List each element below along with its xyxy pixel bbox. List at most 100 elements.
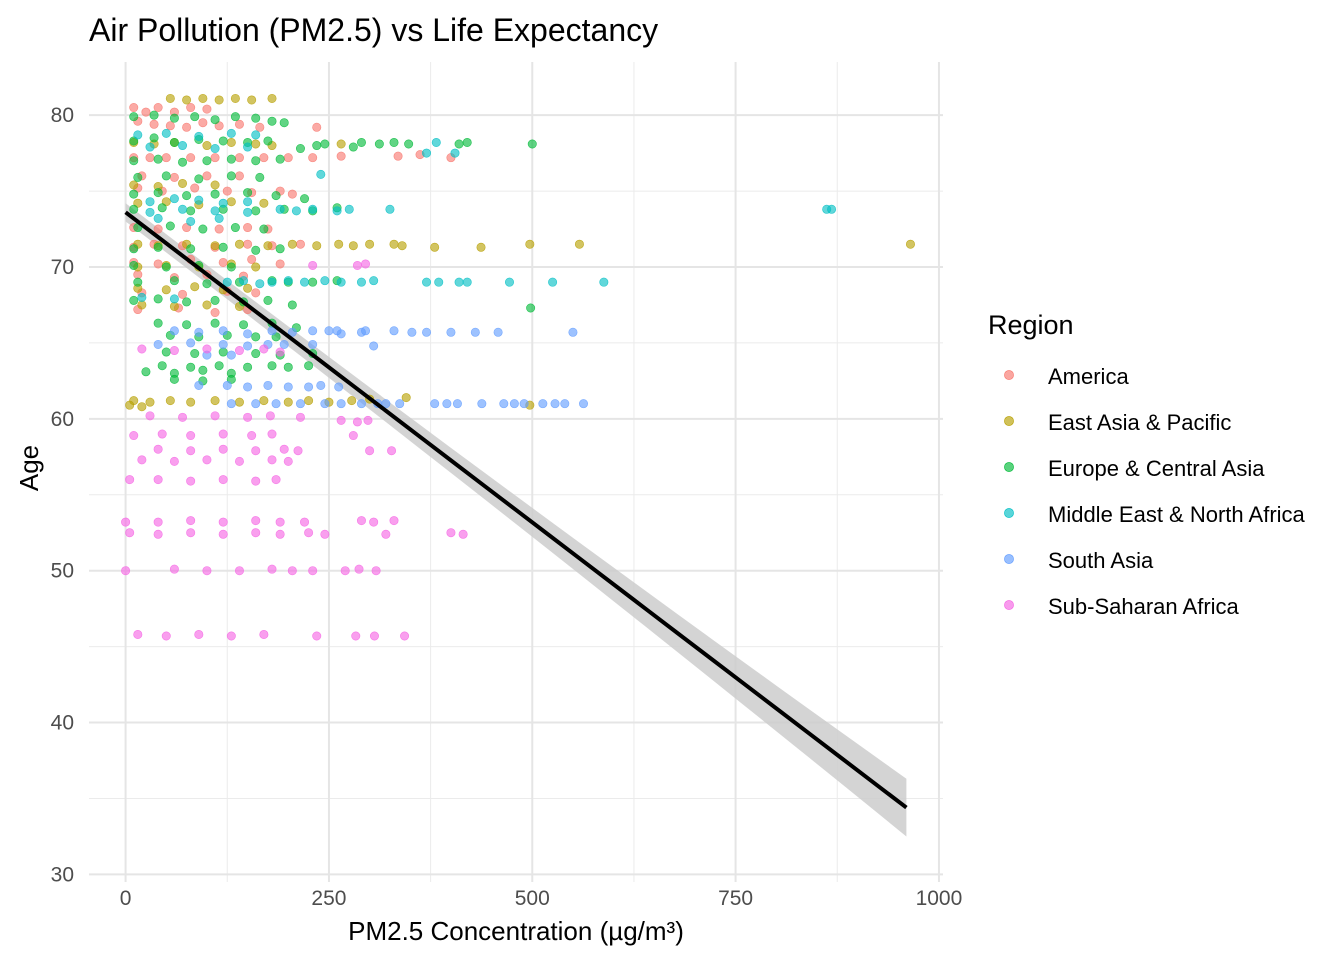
point-sub-saharan-africa xyxy=(369,517,379,527)
point-europe-central-asia xyxy=(129,260,139,270)
point-sub-saharan-africa xyxy=(354,564,364,574)
point-europe-central-asia xyxy=(157,361,167,371)
point-east-asia-pacific xyxy=(263,241,273,251)
point-middle-east-north-africa xyxy=(145,197,155,207)
point-south-asia xyxy=(267,326,277,336)
y-tick-label: 50 xyxy=(51,560,74,583)
point-east-asia-pacific xyxy=(234,397,244,407)
point-sub-saharan-africa xyxy=(226,631,236,641)
trend-line-layer xyxy=(124,210,908,810)
point-east-asia-pacific xyxy=(210,396,220,406)
point-sub-saharan-africa xyxy=(169,346,179,356)
point-sub-saharan-africa xyxy=(169,564,179,574)
point-sub-saharan-africa xyxy=(251,476,261,486)
point-america xyxy=(275,259,285,269)
point-south-asia xyxy=(336,329,346,339)
point-middle-east-north-africa xyxy=(336,277,346,287)
x-tick-label: 750 xyxy=(718,887,753,910)
point-sub-saharan-africa xyxy=(400,631,410,641)
point-middle-east-north-africa xyxy=(178,141,188,151)
point-middle-east-north-africa xyxy=(137,292,147,302)
point-europe-central-asia xyxy=(129,189,139,199)
point-europe-central-asia xyxy=(239,320,249,330)
point-europe-central-asia xyxy=(198,224,208,234)
point-middle-east-north-africa xyxy=(450,148,460,158)
point-sub-saharan-africa xyxy=(243,412,253,422)
point-europe-central-asia xyxy=(304,361,314,371)
point-south-asia xyxy=(320,399,330,409)
point-east-asia-pacific xyxy=(348,241,358,251)
point-america xyxy=(243,239,253,249)
point-east-asia-pacific xyxy=(259,396,269,406)
point-europe-central-asia xyxy=(161,262,171,272)
legend-key-east-asia-pacific xyxy=(1004,416,1014,426)
point-europe-central-asia xyxy=(165,221,175,231)
point-middle-east-north-africa xyxy=(434,277,444,287)
point-europe-central-asia xyxy=(251,113,261,123)
point-europe-central-asia xyxy=(255,172,265,182)
point-south-asia xyxy=(226,350,236,360)
legend-key-middle-east-north-africa xyxy=(1004,508,1014,518)
points-layer xyxy=(121,93,915,641)
point-middle-east-north-africa xyxy=(169,194,179,204)
point-europe-central-asia xyxy=(251,332,261,342)
point-sub-saharan-africa xyxy=(320,529,330,539)
point-middle-east-north-africa xyxy=(267,277,277,287)
y-axis-title: Age xyxy=(14,445,44,491)
point-east-asia-pacific xyxy=(234,239,244,249)
point-east-asia-pacific xyxy=(905,239,915,249)
point-middle-east-north-africa xyxy=(422,277,432,287)
point-south-asia xyxy=(361,326,371,336)
point-sub-saharan-africa xyxy=(137,344,147,354)
point-europe-central-asia xyxy=(182,320,192,330)
point-europe-central-asia xyxy=(251,245,261,255)
point-america xyxy=(308,153,318,163)
point-sub-saharan-africa xyxy=(356,516,366,526)
point-america xyxy=(133,270,143,280)
point-europe-central-asia xyxy=(210,115,220,125)
y-tick-label: 80 xyxy=(51,104,74,127)
point-sub-saharan-africa xyxy=(186,516,196,526)
point-sub-saharan-africa xyxy=(336,415,346,425)
point-europe-central-asia xyxy=(182,191,192,201)
point-america xyxy=(255,122,265,132)
point-south-asia xyxy=(218,326,228,336)
point-america xyxy=(149,119,159,129)
point-east-asia-pacific xyxy=(145,397,155,407)
point-sub-saharan-africa xyxy=(369,631,379,641)
point-america xyxy=(218,257,228,267)
point-europe-central-asia xyxy=(275,244,285,254)
point-east-asia-pacific xyxy=(137,402,147,412)
point-sub-saharan-africa xyxy=(169,456,179,466)
point-east-asia-pacific xyxy=(334,239,344,249)
point-sub-saharan-africa xyxy=(283,456,293,466)
point-south-asia xyxy=(324,326,334,336)
point-europe-central-asia xyxy=(259,224,269,234)
point-south-asia xyxy=(442,399,452,409)
point-south-asia xyxy=(422,327,432,337)
point-south-asia xyxy=(550,399,560,409)
point-south-asia xyxy=(316,380,326,390)
point-sub-saharan-africa xyxy=(218,444,228,454)
point-sub-saharan-africa xyxy=(458,529,468,539)
point-sub-saharan-africa xyxy=(275,347,285,357)
point-middle-east-north-africa xyxy=(316,169,326,179)
point-middle-east-north-africa xyxy=(194,131,204,141)
point-middle-east-north-africa xyxy=(153,213,163,223)
point-sub-saharan-africa xyxy=(267,455,277,465)
point-europe-central-asia xyxy=(153,188,163,198)
point-europe-central-asia xyxy=(218,347,228,357)
point-east-asia-pacific xyxy=(251,139,261,149)
point-sub-saharan-africa xyxy=(121,517,131,527)
point-sub-saharan-africa xyxy=(210,411,220,421)
point-europe-central-asia xyxy=(182,297,192,307)
x-tick-label: 1000 xyxy=(916,887,963,910)
point-sub-saharan-africa xyxy=(121,566,131,576)
point-east-asia-pacific xyxy=(397,241,407,251)
legend-key-south-asia xyxy=(1004,554,1014,564)
point-europe-central-asia xyxy=(251,349,261,359)
point-sub-saharan-africa xyxy=(352,417,362,427)
point-middle-east-north-africa xyxy=(243,197,253,207)
point-europe-central-asia xyxy=(527,139,537,149)
point-middle-east-north-africa xyxy=(504,277,514,287)
